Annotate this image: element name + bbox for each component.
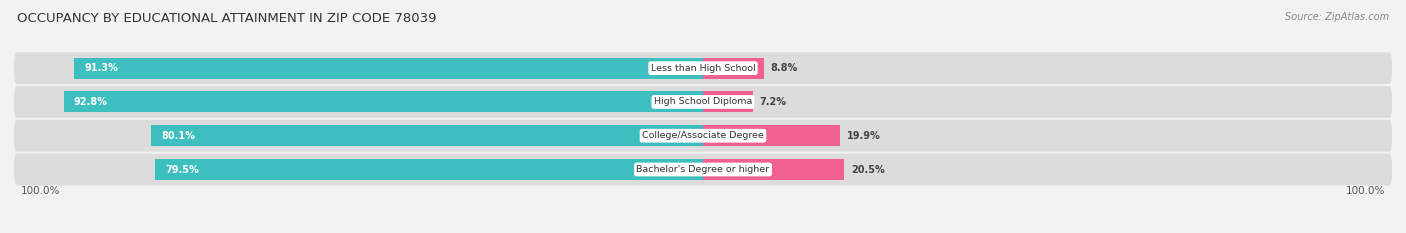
Text: 100.0%: 100.0% [21,186,60,196]
FancyBboxPatch shape [14,120,1392,152]
Text: 8.8%: 8.8% [770,63,797,73]
Text: 80.1%: 80.1% [162,131,195,141]
FancyBboxPatch shape [14,154,1392,185]
Bar [155,159,703,180]
Text: Less than High School: Less than High School [651,64,755,73]
Bar [703,58,763,79]
Text: High School Diploma: High School Diploma [654,97,752,106]
Bar [703,159,844,180]
Bar [152,125,703,146]
Text: 19.9%: 19.9% [846,131,880,141]
Text: Source: ZipAtlas.com: Source: ZipAtlas.com [1285,12,1389,22]
Text: College/Associate Degree: College/Associate Degree [643,131,763,140]
Text: Bachelor's Degree or higher: Bachelor's Degree or higher [637,165,769,174]
Bar [63,92,703,112]
Text: 91.3%: 91.3% [84,63,118,73]
Text: OCCUPANCY BY EDUCATIONAL ATTAINMENT IN ZIP CODE 78039: OCCUPANCY BY EDUCATIONAL ATTAINMENT IN Z… [17,12,436,25]
FancyBboxPatch shape [14,86,1392,118]
Text: 79.5%: 79.5% [166,164,200,175]
Bar [75,58,703,79]
Bar [703,92,752,112]
Text: 7.2%: 7.2% [759,97,786,107]
Text: 100.0%: 100.0% [1346,186,1385,196]
FancyBboxPatch shape [14,52,1392,84]
Text: 92.8%: 92.8% [75,97,108,107]
Bar [703,125,841,146]
Text: 20.5%: 20.5% [851,164,884,175]
